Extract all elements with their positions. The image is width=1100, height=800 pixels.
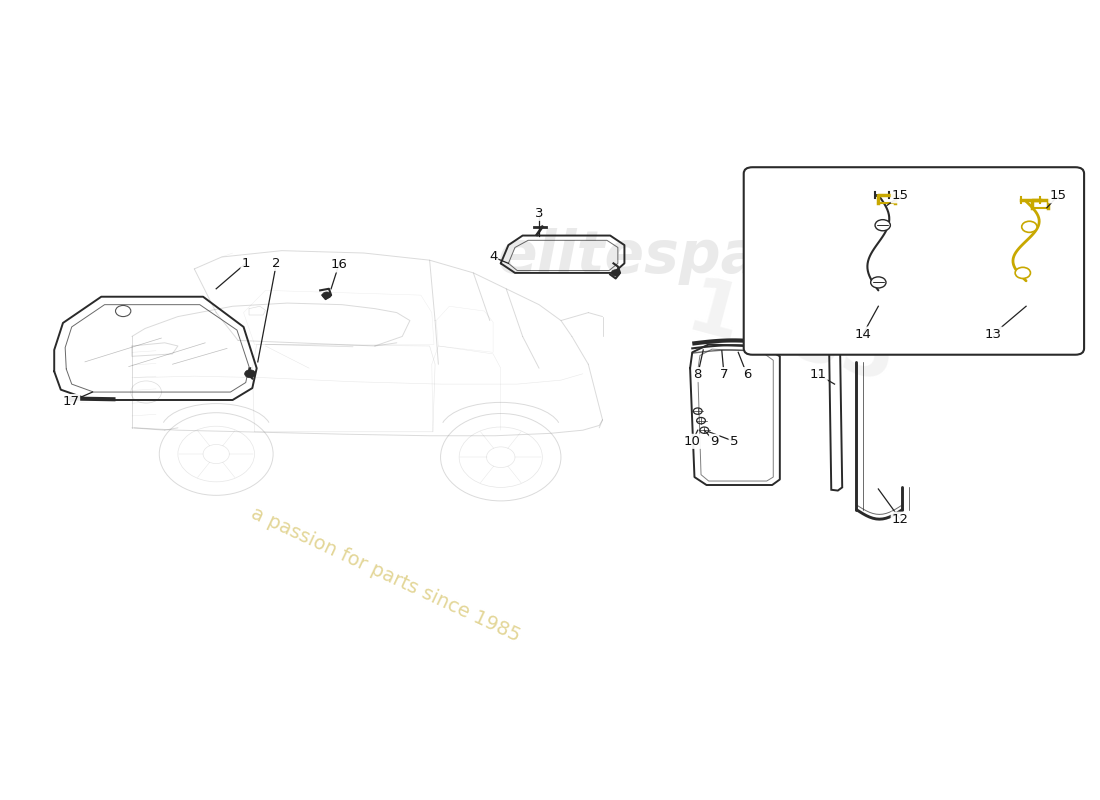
Text: 15: 15 [892,190,909,202]
Text: 8: 8 [694,368,702,381]
Circle shape [1022,222,1037,232]
Text: 2: 2 [272,257,280,270]
Text: 1985: 1985 [679,273,903,400]
Text: 10: 10 [684,435,701,448]
Text: 4: 4 [488,250,497,263]
Text: 6: 6 [742,368,751,381]
Circle shape [871,277,886,288]
Text: 11: 11 [810,368,826,381]
Circle shape [612,270,620,276]
Circle shape [876,220,890,230]
Text: 5: 5 [729,435,738,448]
Text: 13: 13 [984,327,1002,341]
Text: 7: 7 [719,368,728,381]
Text: 3: 3 [535,207,543,220]
Text: 16: 16 [330,258,348,271]
Text: 14: 14 [855,327,871,341]
Text: a passion for parts since 1985: a passion for parts since 1985 [249,504,524,646]
Text: 17: 17 [62,395,79,408]
Circle shape [244,370,255,378]
Text: 12: 12 [892,513,909,526]
Text: 9: 9 [710,435,718,448]
Text: elitespares: elitespares [498,229,865,286]
Text: 15: 15 [1049,190,1066,202]
FancyBboxPatch shape [744,167,1085,354]
Text: 1: 1 [242,257,250,270]
Circle shape [322,292,331,298]
Circle shape [1015,267,1031,278]
